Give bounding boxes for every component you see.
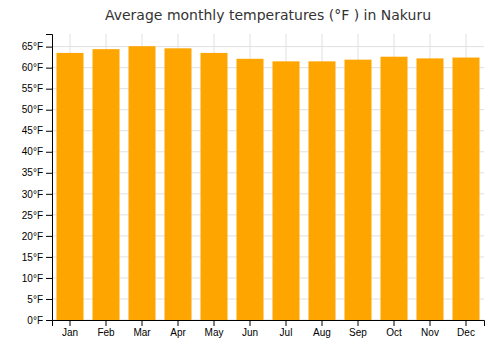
tick-label: Aug	[313, 327, 331, 338]
bar	[201, 53, 228, 320]
tick-mark	[70, 320, 71, 326]
tick-label: 40°F	[22, 146, 43, 157]
tick-label: Jun	[242, 327, 258, 338]
tick: Feb	[97, 320, 115, 338]
tick: 60°F	[22, 62, 52, 73]
tick: 20°F	[22, 231, 52, 242]
tick: 35°F	[22, 167, 52, 178]
grid-line	[52, 46, 484, 47]
tick-mark	[214, 320, 215, 326]
tick: 10°F	[22, 273, 52, 284]
grid	[52, 34, 484, 320]
tick-mark	[46, 110, 52, 111]
tick: 50°F	[22, 104, 52, 115]
y-axis: 0°F 5°F 10°F 15°F 20°F 25°F 30°F 35°F 40°F 45°F 50…	[22, 35, 53, 326]
bar	[417, 58, 444, 320]
axis-line	[53, 321, 485, 327]
tick-mark	[394, 320, 395, 326]
chart: 0°F 5°F 10°F 15°F 20°F 25°F 30°F 35°F 40°F 45°F 50…	[0, 0, 500, 350]
bar	[453, 58, 480, 320]
tick: Jul	[280, 320, 293, 338]
tick-mark	[46, 257, 52, 258]
bar	[381, 57, 408, 320]
tick-mark	[46, 47, 52, 48]
tick-label: Feb	[97, 327, 115, 338]
title: Average monthly temperatures (°F ) in Na…	[105, 7, 431, 23]
tick: Nov	[421, 320, 439, 338]
bar	[273, 61, 300, 320]
tick-mark	[46, 131, 52, 132]
tick: 15°F	[22, 252, 52, 263]
bar	[345, 60, 372, 320]
tick-label: Nov	[421, 327, 439, 338]
bar	[93, 49, 120, 320]
tick-label: Jan	[62, 327, 78, 338]
tick-label: May	[205, 327, 224, 338]
tick: Sep	[349, 320, 367, 338]
tick-label: 35°F	[22, 167, 43, 178]
tick-mark	[46, 320, 52, 321]
tick: 5°F	[27, 294, 52, 305]
tick-mark	[250, 320, 251, 326]
tick: 55°F	[22, 83, 52, 94]
tick-label: 60°F	[22, 62, 43, 73]
bar	[57, 53, 84, 320]
tick-mark	[178, 320, 179, 326]
tick: 25°F	[22, 210, 52, 221]
tick-mark	[358, 320, 359, 326]
tick-mark	[286, 320, 287, 326]
tick: Jan	[62, 320, 78, 338]
tick: Aug	[313, 320, 331, 338]
tick-label: Oct	[386, 327, 402, 338]
axis-line	[46, 35, 53, 321]
tick: May	[205, 320, 224, 338]
bar	[129, 46, 156, 320]
tick-label: Sep	[349, 327, 367, 338]
tick-mark	[46, 194, 52, 195]
x-axis: Jan Feb Mar Apr May Jun Jul Aug Sep Oct Nov Dec	[53, 320, 485, 338]
tick-label: Apr	[170, 327, 186, 338]
tick-mark	[46, 68, 52, 69]
tick: 30°F	[22, 189, 52, 200]
tick: Apr	[170, 320, 186, 338]
tick-label: Jul	[280, 327, 293, 338]
bar	[309, 61, 336, 320]
tick-label: Mar	[133, 327, 151, 338]
tick-label: 0°F	[27, 315, 43, 326]
tick: 40°F	[22, 146, 52, 157]
bars	[57, 46, 480, 320]
tick-label: 10°F	[22, 273, 43, 284]
tick-mark	[46, 89, 52, 90]
tick-label: 45°F	[22, 125, 43, 136]
tick: Mar	[133, 320, 151, 338]
tick-mark	[142, 320, 143, 326]
tick: 65°F	[22, 41, 52, 52]
tick-mark	[46, 299, 52, 300]
tick-mark	[106, 320, 107, 326]
tick-label: 65°F	[22, 41, 43, 52]
tick-label: 15°F	[22, 252, 43, 263]
tick-label: 30°F	[22, 189, 43, 200]
tick: 45°F	[22, 125, 52, 136]
tick-mark	[430, 320, 431, 326]
tick-mark	[46, 152, 52, 153]
tick-label: 50°F	[22, 104, 43, 115]
tick: Oct	[386, 320, 402, 338]
tick: 0°F	[27, 315, 52, 326]
bar	[165, 48, 192, 320]
tick-label: 55°F	[22, 83, 43, 94]
tick-mark	[466, 320, 467, 326]
tick-label: 5°F	[27, 294, 43, 305]
tick-label: 25°F	[22, 210, 43, 221]
tick-mark	[46, 215, 52, 216]
tick-mark	[46, 278, 52, 279]
bar	[237, 59, 264, 320]
tick: Dec	[457, 320, 475, 338]
tick-mark	[46, 173, 52, 174]
tick: Jun	[242, 320, 258, 338]
tick-mark	[322, 320, 323, 326]
tick-label: Dec	[457, 327, 475, 338]
tick-mark	[46, 236, 52, 237]
tick-label: 20°F	[22, 231, 43, 242]
